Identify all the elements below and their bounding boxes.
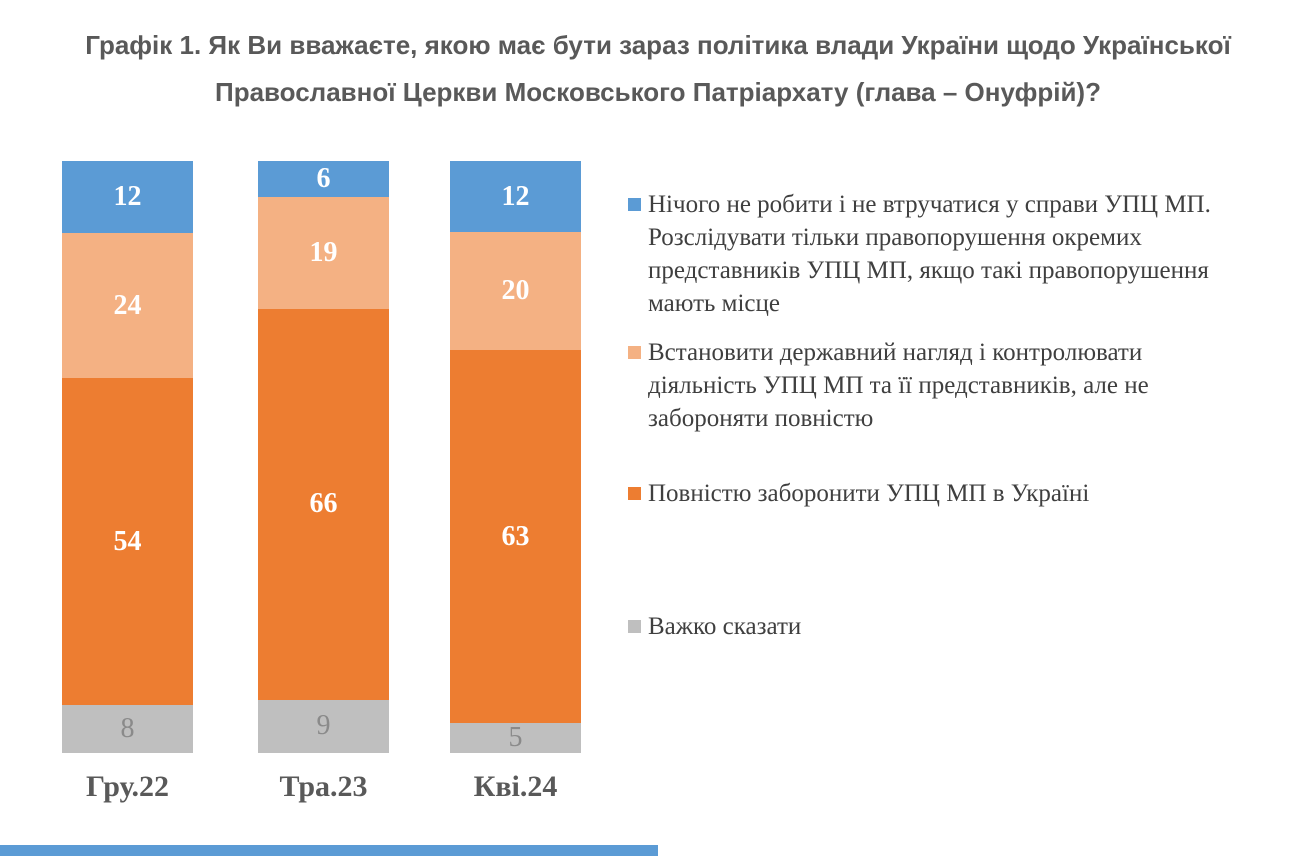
segment-value-label: 6 bbox=[316, 162, 331, 194]
segment-value-label: 20 bbox=[501, 275, 530, 307]
bar-segment: 12 bbox=[450, 161, 581, 233]
legend-item: Нічого не робити і не втручатися у справ… bbox=[628, 188, 1234, 320]
footer-accent-bar bbox=[0, 845, 658, 856]
legend-label: Повністю заборонити УПЦ МП в Україні bbox=[648, 480, 1090, 507]
segment-value-label: 54 bbox=[113, 525, 142, 557]
bar-segment: 24 bbox=[62, 233, 193, 379]
legend-color-swatch-icon bbox=[628, 487, 641, 500]
chart-title-line-1: Графік 1. Як Ви вважаєте, якою має бути … bbox=[85, 30, 1231, 60]
chart-title: Графік 1. Як Ви вважаєте, якою має бути … bbox=[0, 22, 1316, 116]
bar-column: 6 19 66 9 bbox=[258, 161, 389, 753]
segment-value-label: 19 bbox=[309, 236, 338, 268]
legend-color-swatch-icon bbox=[628, 346, 641, 359]
segment-value-label: 24 bbox=[113, 289, 142, 321]
segment-value-label: 66 bbox=[309, 488, 338, 520]
legend-color-swatch-icon bbox=[628, 198, 641, 211]
segment-value-label: 12 bbox=[113, 181, 142, 213]
bar-column: 12 20 63 5 bbox=[450, 161, 581, 753]
bar-segment: 54 bbox=[62, 378, 193, 705]
x-axis-label: Гру.22 bbox=[86, 770, 169, 803]
legend-label: Нічого не робити і не втручатися у справ… bbox=[648, 191, 1211, 317]
stacked-bar-chart: 12 24 54 8 Гру.22 6 19 66 9 Тра.23 12 20 63 5 Кві.24 bbox=[62, 161, 581, 803]
legend-label: Важко сказати bbox=[648, 613, 802, 640]
bar-segment: 19 bbox=[258, 196, 389, 309]
bar-segment: 12 bbox=[62, 161, 193, 234]
segment-value-label: 8 bbox=[120, 712, 135, 744]
bar-segment: 9 bbox=[258, 699, 389, 753]
bar-segment: 20 bbox=[450, 232, 581, 351]
bar-segment: 5 bbox=[450, 723, 581, 753]
segment-value-label: 9 bbox=[316, 710, 331, 742]
chart-title-line-2: Православної Церкви Московського Патріар… bbox=[215, 77, 1101, 107]
bar-segment: 8 bbox=[62, 704, 193, 753]
legend-color-swatch-icon bbox=[628, 620, 641, 633]
bar-segment: 66 bbox=[258, 308, 389, 700]
x-axis-label: Тра.23 bbox=[279, 770, 368, 803]
legend: Нічого не робити і не втручатися у справ… bbox=[628, 188, 1234, 643]
legend-label: Встановити державний нагляд і контролюва… bbox=[648, 339, 1149, 432]
bar-segment: 6 bbox=[258, 161, 389, 197]
legend-item: Повністю заборонити УПЦ МП в Україні bbox=[628, 477, 1234, 510]
bar-column: 12 24 54 8 bbox=[62, 161, 193, 753]
x-axis-label: Кві.24 bbox=[473, 770, 558, 803]
segment-value-label: 12 bbox=[501, 180, 530, 212]
legend-item: Встановити державний нагляд і контролюва… bbox=[628, 336, 1234, 435]
segment-value-label: 63 bbox=[501, 520, 530, 552]
legend-item: Важко сказати bbox=[628, 610, 1234, 643]
segment-value-label: 5 bbox=[508, 722, 523, 754]
bar-segment: 63 bbox=[450, 350, 581, 724]
